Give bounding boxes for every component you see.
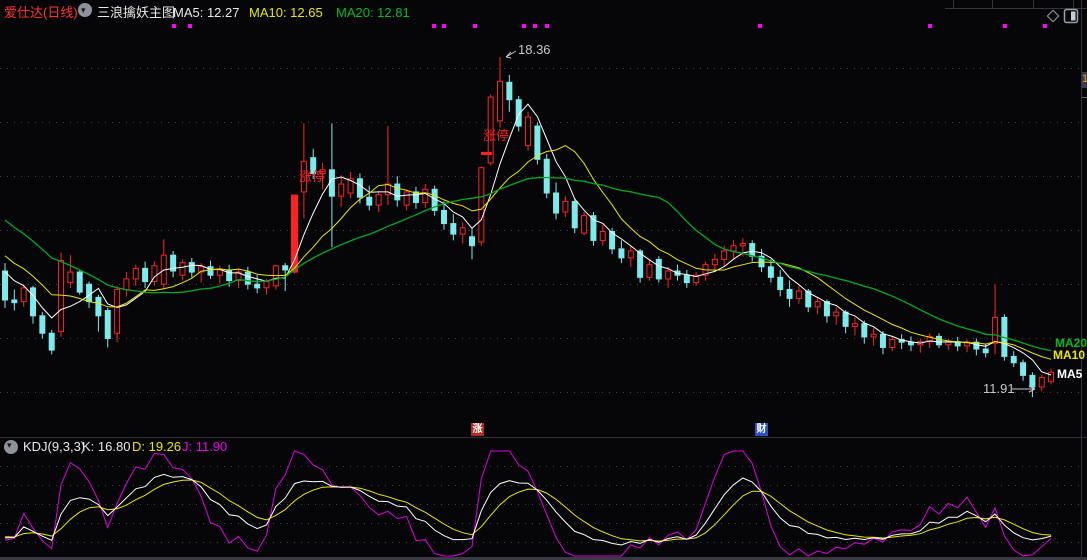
marker-dot [522,24,526,28]
ma20-value-label: MA20: 12.81 [336,5,410,20]
annotation-low-price: 11.91 [983,381,1015,396]
ma5-value-label: MA5: 12.27 [173,5,240,20]
marker-dot [1003,24,1007,28]
kdj-k-label: K: 16.80 [82,439,131,454]
marker-dot [758,24,762,28]
top-right-frame [945,0,1087,9]
annotation-limit-up-1: 涨停 [299,169,325,184]
ma5-line [4,103,1052,376]
signal-bar-layer [291,194,299,273]
marker-dot [1043,24,1047,28]
annotation-limit-up-2: 涨停 [483,128,509,143]
event-badge[interactable]: 涨 [471,423,484,436]
marker-dot [442,24,446,28]
ma20-line [4,176,1052,352]
ma10-value-label: MA10: 12.65 [249,5,323,20]
marker-dot [545,24,549,28]
marker-dot [172,24,176,28]
ma-tail-label: MA20 [1055,336,1087,350]
main-indicator-name[interactable]: 三浪擒妖主图 [97,5,176,20]
kdj-d-line [4,479,1052,542]
marker-dot [473,24,477,28]
marker-dots-layer [172,24,1047,28]
signal-bar [291,194,299,273]
kdj-layer [4,450,1052,557]
stock-title: 爱仕达(日线) [4,5,78,20]
diamond-icon[interactable] [1045,8,1061,24]
marker-dot [188,24,192,28]
marker-dot [432,24,436,28]
panel-split-icon[interactable] [1063,8,1079,24]
ma10-line [4,145,1052,360]
limit-up-dash-mark [481,152,492,155]
marker-dot [533,24,537,28]
candles-layer [2,57,1055,397]
kdj-j-label: J: 11.90 [182,439,228,454]
marker-dot [928,24,932,28]
ma-tail-label: MA10 [1053,348,1086,362]
pane-divider[interactable] [0,437,1087,438]
bottom-scrollbar[interactable] [0,557,1087,560]
right-scrollbar-line[interactable] [1081,0,1082,560]
gridlines-layer [0,68,1087,543]
kdj-indicator-name[interactable]: KDJ(9,3,3) [23,439,86,454]
chevron-down-circle-icon[interactable] [78,0,92,20]
event-badge[interactable]: 财 [755,423,768,436]
annotation-peak-price: 18.36 [518,42,551,57]
kdj-k-line [4,473,1052,546]
ma-lines-layer [4,103,1052,376]
chevron-down-circle-icon[interactable] [4,437,18,454]
ma-tail-label: MA5 [1057,367,1083,381]
kdj-j-line [4,450,1052,557]
kdj-d-label: D: 19.26 [132,439,182,454]
right-axis-label-fragment: 1 [1082,72,1087,88]
